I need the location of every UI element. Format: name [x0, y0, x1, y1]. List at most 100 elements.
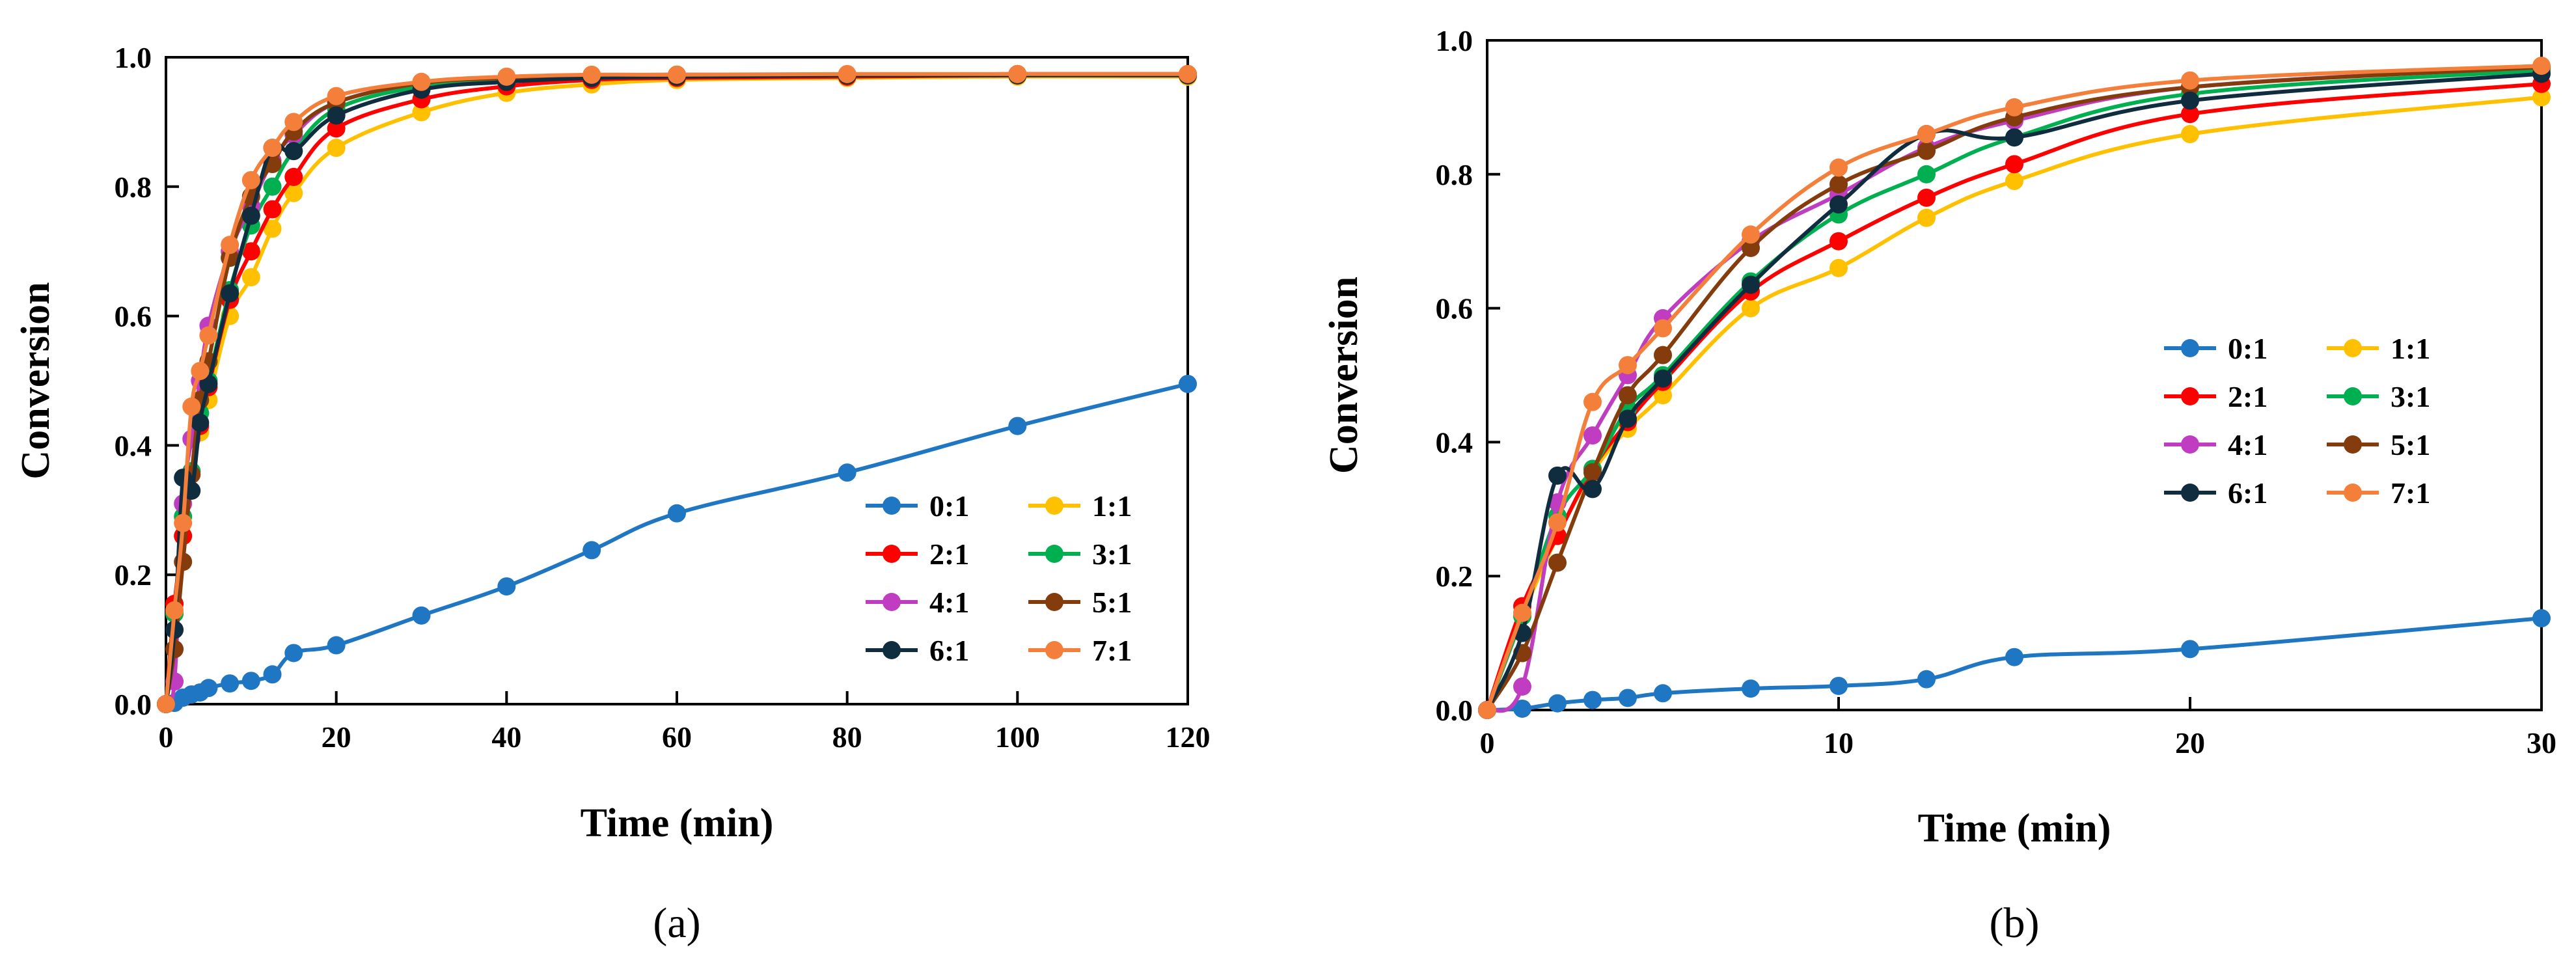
data-point: [1829, 258, 1848, 277]
legend-item: 6:1: [866, 634, 969, 667]
x-tick-label: 20: [2175, 726, 2205, 759]
data-point: [1548, 466, 1567, 485]
legend-label: 3:1: [2391, 380, 2430, 413]
data-point: [327, 87, 346, 105]
legend-item: 0:1: [866, 489, 969, 523]
data-point: [1513, 603, 1531, 622]
data-point: [1008, 64, 1027, 83]
data-point: [221, 284, 240, 303]
y-tick-label: 0.6: [115, 300, 152, 333]
data-point: [199, 374, 218, 393]
y-axis-label: Conversion: [1322, 277, 1366, 474]
data-point: [1742, 225, 1760, 244]
data-point: [1179, 374, 1197, 393]
data-point: [1619, 409, 1637, 428]
data-point: [327, 636, 346, 655]
series-line: [164, 72, 1188, 705]
data-point: [2532, 609, 2551, 628]
data-point: [2005, 172, 2023, 191]
data-point: [263, 200, 282, 219]
data-point: [199, 326, 218, 345]
data-point: [1654, 369, 1672, 388]
data-point: [2181, 640, 2199, 659]
legend-label: 0:1: [929, 489, 969, 523]
data-point: [263, 139, 282, 157]
series-0-1: [157, 374, 1197, 713]
data-point: [284, 167, 303, 186]
data-point: [1654, 386, 1672, 405]
legend-label: 2:1: [2228, 380, 2268, 413]
y-tick-label: 0.8: [115, 171, 152, 204]
data-point: [284, 184, 303, 202]
data-point: [582, 541, 601, 560]
data-point: [2005, 648, 2023, 666]
data-point: [2005, 128, 2023, 147]
data-point: [1478, 701, 1496, 719]
data-point: [263, 665, 282, 684]
data-point: [2181, 71, 2199, 90]
y-tick-label: 0.4: [115, 429, 152, 462]
data-point: [1583, 426, 1602, 445]
legend-marker: [2181, 339, 2199, 357]
legend-item: 2:1: [866, 538, 969, 571]
data-point: [668, 504, 686, 523]
legend-marker: [2181, 435, 2199, 454]
panel-label: (b): [1990, 899, 2040, 947]
series-4-1: [157, 64, 1197, 713]
x-tick-label: 60: [662, 720, 692, 754]
legend-label: 3:1: [1092, 538, 1132, 571]
data-point: [1008, 417, 1027, 435]
data-point: [327, 106, 346, 125]
legend-item: 1:1: [1028, 489, 1132, 523]
y-tick-label: 0.2: [115, 558, 152, 592]
data-point: [1829, 232, 1848, 251]
x-tick-label: 10: [1824, 726, 1854, 759]
legend-label: 1:1: [1092, 489, 1132, 523]
data-point: [412, 72, 431, 91]
data-point: [2532, 88, 2551, 107]
data-point: [1619, 356, 1637, 375]
series-line: [164, 73, 1188, 705]
data-point: [165, 601, 184, 620]
data-point: [1583, 690, 1602, 709]
data-point: [497, 577, 516, 596]
data-point: [2005, 98, 2023, 116]
legend-item: 5:1: [2327, 428, 2430, 461]
x-tick-label: 30: [2527, 726, 2556, 759]
series-3-1: [157, 65, 1197, 713]
data-point: [1742, 679, 1760, 698]
x-tick-label: 120: [1166, 720, 1211, 754]
y-axis-label: Conversion: [14, 282, 58, 479]
y-tick-label: 1.0: [1436, 24, 1473, 57]
legend-label: 2:1: [929, 538, 969, 571]
data-point: [191, 413, 210, 432]
legend-label: 4:1: [929, 586, 969, 619]
plot-area-frame: [1486, 39, 2543, 711]
legend-label: 4:1: [2228, 428, 2268, 461]
data-point: [199, 679, 218, 698]
legend-item: 6:1: [2164, 476, 2268, 510]
data-point: [1513, 699, 1531, 718]
data-point: [2005, 155, 2023, 174]
y-tick-label: 0.6: [1436, 292, 1473, 325]
x-tick-label: 0: [1480, 726, 1495, 759]
legend-marker: [2181, 387, 2199, 405]
series-line: [164, 73, 1188, 705]
legend-label: 7:1: [1092, 634, 1132, 667]
data-point: [327, 139, 346, 157]
legend-marker: [2181, 484, 2199, 502]
legend-marker: [883, 641, 901, 659]
data-point: [412, 103, 431, 122]
data-point: [1654, 346, 1672, 364]
legend-marker: [883, 497, 901, 515]
series-group: [1478, 57, 2551, 719]
series-0-1: [1478, 609, 2551, 719]
legend-marker: [1045, 497, 1063, 515]
legend-marker: [883, 593, 901, 611]
y-tick-label: 0.0: [115, 688, 152, 721]
data-point: [1742, 299, 1760, 318]
series-line: [165, 382, 1188, 706]
legend-marker: [1045, 641, 1063, 659]
series-6-1: [1478, 64, 2551, 719]
